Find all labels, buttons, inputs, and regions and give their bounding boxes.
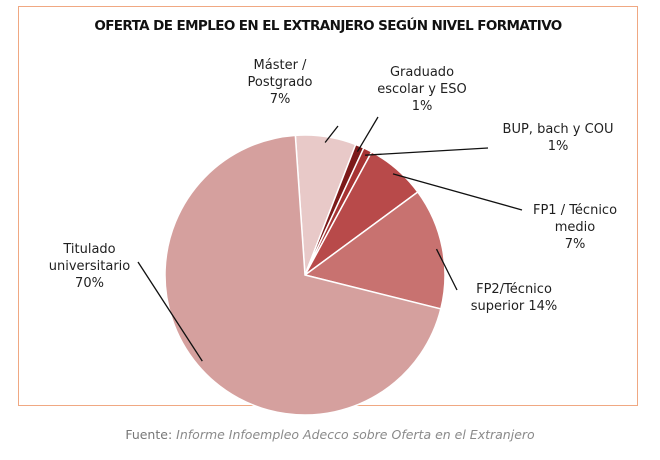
label-master-line2: Postgrado <box>247 75 313 90</box>
label-fp1-line3: 7% <box>564 237 586 252</box>
label-titulado-line2: universitario <box>48 259 131 274</box>
label-graduado-line3: 1% <box>411 99 433 114</box>
label-master-line1: Máster / <box>253 58 307 73</box>
label-graduado-eso: Graduado escolar y ESO 1% <box>372 64 472 115</box>
leader-line-fp2-t-cnico-superior <box>435 248 458 291</box>
label-graduado-line1: Graduado <box>389 65 455 80</box>
leader-line-m-ster-postgrado <box>324 125 339 143</box>
pie-slice-fp2-t-cnico-superior <box>303 190 446 310</box>
label-bup-line1: BUP, bach y COU <box>502 122 614 137</box>
label-titulado-line1: Titulado <box>63 242 116 257</box>
label-fp1-line1: FP1 / Técnico <box>532 203 618 218</box>
label-master-postgrado: Máster / Postgrado 7% <box>240 57 320 108</box>
leader-line-titulado-universitario <box>137 261 203 362</box>
chart-title: OFERTA DE EMPLEO EN EL EXTRANJERO SEGÚN … <box>94 18 562 34</box>
source-note: Fuente: Informe Infoempleo Adecco sobre … <box>0 427 660 442</box>
label-fp1-line2: medio <box>554 220 596 235</box>
label-master-line3: 7% <box>269 92 291 107</box>
label-graduado-line2: escolar y ESO <box>377 82 467 97</box>
label-fp2-line2: superior 14% <box>470 299 558 314</box>
label-fp2-line1: FP2/Técnico <box>476 282 552 297</box>
label-bup-line2: 1% <box>547 139 569 154</box>
leader-line-fp1-t-cnico-medio <box>392 173 523 211</box>
leader-line-bup-bach-y-cou <box>365 147 489 156</box>
label-titulado-line3: 70% <box>75 276 104 291</box>
source-prefix: Fuente: <box>125 427 173 442</box>
leader-line-graduado-escolar-y-eso <box>356 116 379 153</box>
pie-slice-titulado-universitario <box>164 134 442 416</box>
label-fp2-tecnico-superior: FP2/Técnico superior 14% <box>459 281 569 315</box>
source-text: Informe Infoempleo Adecco sobre Oferta e… <box>176 427 535 442</box>
label-fp1-tecnico-medio: FP1 / Técnico medio 7% <box>520 202 630 253</box>
label-titulado-universitario: Titulado universitario 70% <box>37 241 142 292</box>
label-bup-bach-cou: BUP, bach y COU 1% <box>493 121 623 155</box>
